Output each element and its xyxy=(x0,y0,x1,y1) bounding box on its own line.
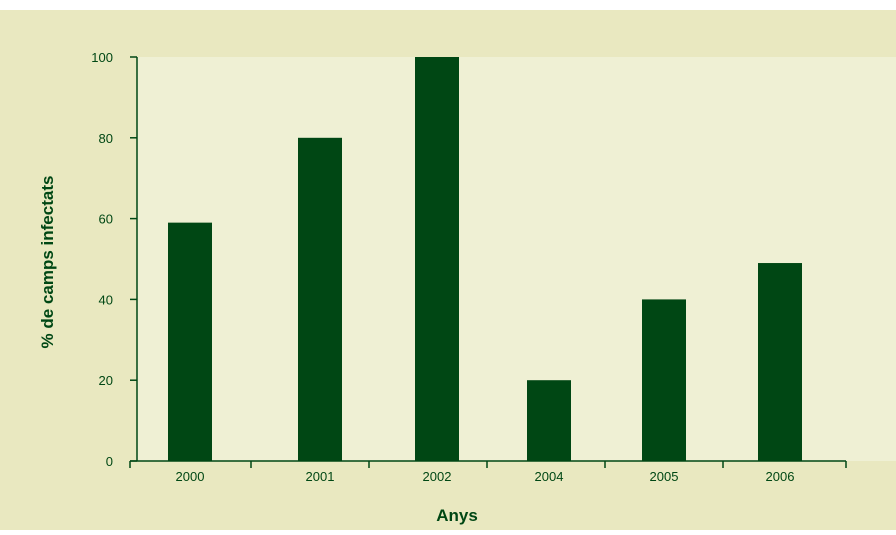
bar-2005 xyxy=(642,299,686,461)
y-tick-label: 100 xyxy=(91,50,113,65)
x-tick-label: 2001 xyxy=(306,469,335,484)
bar-2001 xyxy=(298,137,342,462)
bar-2002 xyxy=(415,57,459,461)
x-axis-ticks: 2000 2001 2002 2004 2005 2006 xyxy=(129,461,847,484)
y-tick-label: 80 xyxy=(99,131,113,146)
x-tick-label: 2004 xyxy=(535,469,564,484)
bar-2004 xyxy=(527,380,571,461)
axes-group xyxy=(130,57,846,462)
y-tick-label: 40 xyxy=(99,292,113,307)
y-tick-label: 0 xyxy=(106,454,113,469)
bars-group xyxy=(168,57,802,462)
y-tick-label: 60 xyxy=(99,212,113,227)
bar-2000 xyxy=(168,222,212,461)
x-tick-label: 2006 xyxy=(766,469,795,484)
x-axis-title: Anys xyxy=(436,506,478,525)
x-tick-label: 2000 xyxy=(176,469,205,484)
y-axis-ticks: 0 20 40 60 80 100 xyxy=(91,50,137,469)
x-tick-label: 2002 xyxy=(423,469,452,484)
y-tick-label: 20 xyxy=(99,373,113,388)
y-axis-title: % de camps infectats xyxy=(38,176,57,349)
bar-2006 xyxy=(758,263,802,461)
x-tick-label: 2005 xyxy=(650,469,679,484)
